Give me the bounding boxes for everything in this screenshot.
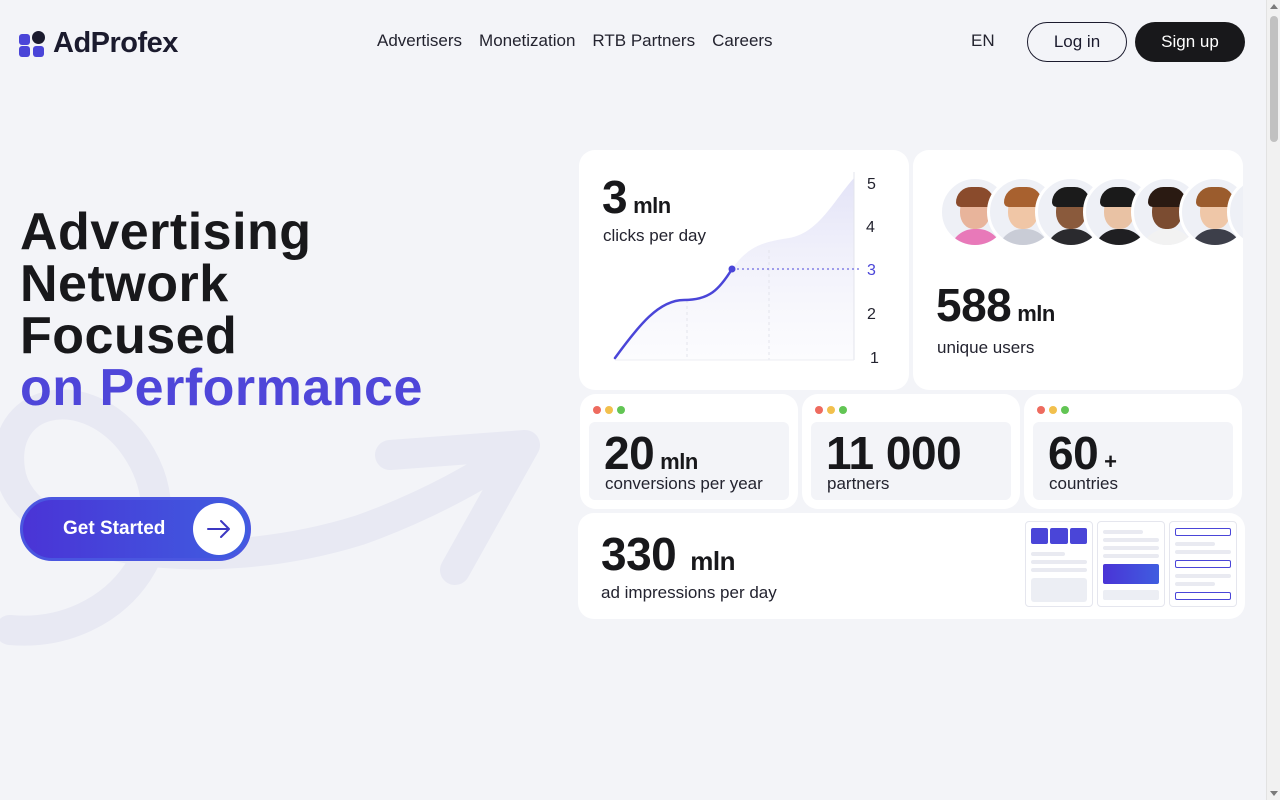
impressions-value: 330 (601, 528, 677, 580)
y-tick-1: 1 (870, 350, 879, 367)
clicks-value: 3 (602, 171, 628, 223)
y-tick-2: 2 (867, 306, 876, 323)
logo-icon (19, 30, 45, 57)
clicks-value-group: 3 mln (602, 170, 671, 224)
impressions-unit: mln (690, 546, 735, 576)
y-tick-3: 3 (867, 262, 876, 279)
scroll-up-icon[interactable] (1270, 4, 1278, 9)
hero-line-4: on Performance (20, 359, 423, 417)
ad-format-mockup (1097, 521, 1165, 607)
conversions-unit: mln (660, 449, 698, 474)
countries-label: countries (1049, 474, 1118, 493)
arrow-right-icon (193, 503, 245, 555)
nav-monetization[interactable]: Monetization (479, 31, 576, 50)
partners-value: 11 000 (826, 427, 962, 479)
clicks-growth-chart: 5 4 3 2 1 (613, 172, 879, 367)
user-avatars (939, 176, 1243, 248)
countries-value-group: 60 + (1048, 426, 1117, 480)
signup-button[interactable]: Sign up (1135, 22, 1245, 62)
hero-heading: Advertising Network Focused on Performan… (20, 206, 423, 414)
login-button[interactable]: Log in (1027, 22, 1127, 62)
window-dots-icon (815, 406, 847, 414)
conversions-panel: 20 mln conversions per year (589, 422, 789, 500)
scroll-down-icon[interactable] (1270, 791, 1278, 796)
brand-name: AdProfex (53, 27, 178, 59)
partners-label: partners (827, 474, 890, 493)
conversions-stat-card: 20 mln conversions per year (580, 394, 798, 509)
page-scrollbar[interactable] (1266, 0, 1280, 800)
nav-careers[interactable]: Careers (712, 31, 773, 50)
avatar (1179, 176, 1243, 248)
clicks-stat-card: 5 4 3 2 1 3 mln clicks per day (579, 150, 909, 390)
impressions-value-group: 330 mln (601, 527, 735, 581)
conversions-value-group: 20 mln (604, 426, 698, 480)
ad-format-mockup (1169, 521, 1237, 607)
users-stat-card: 588 mln unique users (913, 150, 1243, 390)
scrollbar-thumb[interactable] (1270, 16, 1278, 142)
hero-line-1: Advertising (20, 203, 312, 261)
countries-unit: + (1104, 449, 1117, 474)
window-dots-icon (1037, 406, 1069, 414)
impressions-label: ad impressions per day (601, 583, 777, 602)
conversions-label: conversions per year (605, 474, 763, 493)
nav-advertisers[interactable]: Advertisers (377, 31, 463, 50)
y-tick-5: 5 (867, 176, 876, 193)
clicks-unit: mln (633, 193, 671, 218)
ad-format-mockup (1025, 521, 1093, 607)
users-label: unique users (937, 338, 1035, 357)
clicks-label: clicks per day (603, 226, 706, 245)
window-dots-icon (593, 406, 625, 414)
get-started-label: Get Started (63, 518, 166, 539)
users-unit: mln (1017, 301, 1055, 326)
conversions-value: 20 (604, 427, 655, 479)
partners-stat-card: 11 000 partners (802, 394, 1020, 509)
language-selector[interactable]: EN (971, 31, 995, 50)
countries-stat-card: 60 + countries (1024, 394, 1242, 509)
users-value-group: 588 mln (936, 278, 1055, 332)
impressions-stat-card: 330 mln ad impressions per day (578, 513, 1245, 619)
get-started-button[interactable]: Get Started (20, 497, 251, 561)
chart-line (613, 267, 734, 360)
users-value: 588 (936, 279, 1012, 331)
y-tick-4: 4 (866, 219, 875, 236)
hero-line-3: Focused (20, 307, 238, 365)
brand-logo[interactable]: AdProfex (19, 27, 178, 60)
countries-panel: 60 + countries (1033, 422, 1233, 500)
hero-line-2: Network (20, 255, 229, 313)
main-nav: Advertisers Monetization RTB Partners Ca… (377, 31, 773, 51)
nav-rtb-partners[interactable]: RTB Partners (592, 31, 696, 50)
chart-marker-point (728, 265, 736, 273)
partners-panel: 11 000 partners (811, 422, 1011, 500)
countries-value: 60 (1048, 427, 1099, 479)
